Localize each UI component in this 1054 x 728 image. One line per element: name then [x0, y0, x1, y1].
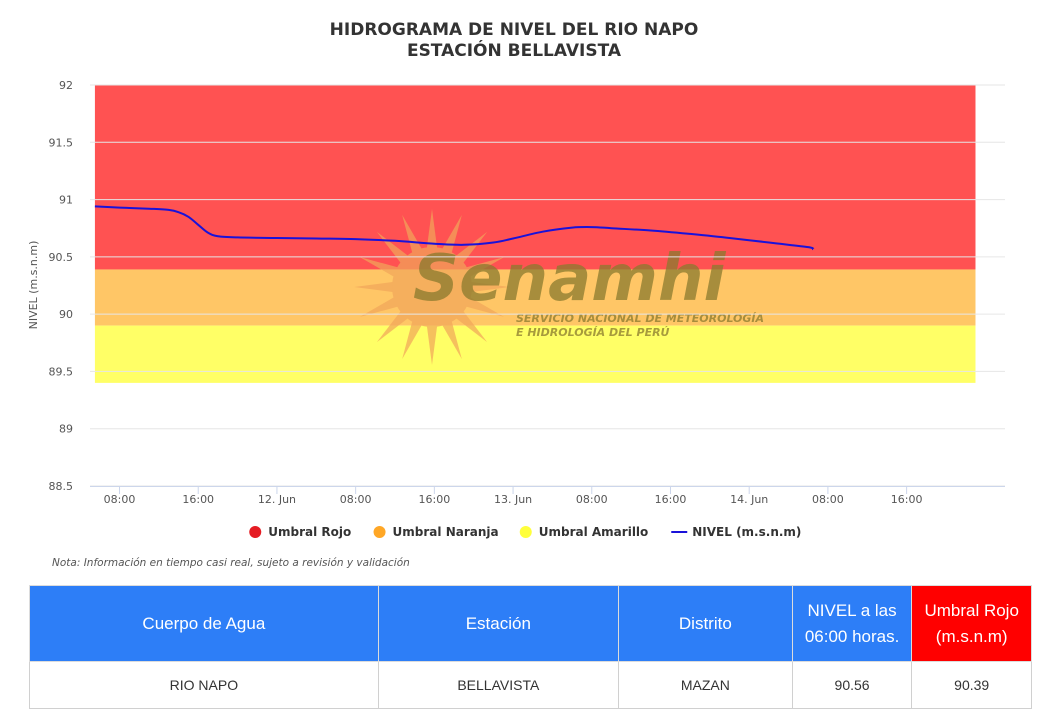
nivel-series-line	[94, 205, 815, 251]
y-axis-ticks: 88.5 89 89.5 90 90.5 91 91.5 92	[49, 79, 74, 493]
legend-label: Umbral Amarillo	[539, 525, 649, 539]
x-tick-label: 12. Jun	[258, 493, 296, 506]
band-umbral-naranja	[94, 269, 976, 326]
chart-title-line-1: HIDROGRAMA DE NIVEL DEL RIO NAPO	[330, 20, 699, 40]
sun-ray	[426, 209, 438, 250]
hydrograph-chart: HIDROGRAMA DE NIVEL DEL RIO NAPO ESTACIÓ…	[27, 20, 1005, 569]
y-tick-label: 88.5	[49, 480, 74, 493]
y-tick-label: 90.5	[49, 251, 74, 264]
station-info-table: Cuerpo de Agua Estación Distrito NIVEL a…	[29, 585, 1032, 709]
sun-ray	[454, 309, 488, 343]
legend-label: NIVEL (m.s.n.m)	[692, 525, 801, 539]
sun-ray	[469, 281, 510, 293]
legend-marker-icon	[519, 526, 532, 538]
y-tick-label: 92	[59, 79, 73, 92]
sun-ray	[402, 319, 423, 360]
sun-ray	[464, 257, 505, 278]
band-umbral-rojo	[94, 85, 976, 270]
sun-ray	[359, 296, 400, 317]
watermark-line-1: SERVICIO NACIONAL DE METEOROLOGÍA	[516, 312, 764, 325]
sun-ray	[376, 309, 410, 343]
y-tick-label: 91.5	[49, 136, 74, 149]
watermark-brand: Senamhi	[413, 242, 727, 316]
grid-lines	[90, 84, 1005, 487]
legend-item-umbral-amarillo[interactable]: Umbral Amarillo	[519, 525, 649, 539]
sun-core	[392, 247, 472, 327]
y-tick-label: 91	[59, 194, 73, 207]
x-tick-label: 08:00	[812, 493, 844, 506]
x-tick-label: 16:00	[655, 493, 687, 506]
legend-item-nivel-m-s-n-m[interactable]: NIVEL (m.s.n.m)	[671, 525, 801, 539]
header-umbral-rojo: Umbral Rojo (m.s.n.m)	[911, 585, 1032, 662]
sun-ray	[464, 296, 505, 317]
sun-ray	[359, 257, 400, 278]
x-axis-ticks: 08:00 16:00 12. Jun 08:00 16:00 13. Jun 08:00 1…	[104, 486, 923, 506]
cell-nivel: 90.56	[791, 661, 913, 709]
legend-item-umbral-naranja[interactable]: Umbral Naranja	[373, 525, 499, 539]
legend-label: Umbral Naranja	[393, 525, 499, 539]
threshold-bands	[94, 85, 976, 383]
y-axis-label: NIVEL (m.s.n.m)	[27, 241, 40, 330]
x-tick-label: 08:00	[104, 493, 136, 506]
cell-cuerpo-de-agua: RIO NAPO	[29, 661, 379, 709]
table-header-row: Cuerpo de Agua Estación Distrito NIVEL a…	[29, 585, 1032, 662]
watermark-line-2: E HIDROLOGÍA DEL PERÚ	[516, 326, 670, 339]
x-tick-label: 16:00	[891, 493, 923, 506]
y-tick-label: 89	[59, 423, 73, 436]
header-cuerpo-de-agua: Cuerpo de Agua	[29, 585, 379, 662]
legend-marker-icon	[249, 526, 262, 538]
chart-legend[interactable]: Umbral Rojo Umbral Naranja Umbral Amarillo…	[249, 525, 801, 539]
x-tick-label: 08:00	[340, 493, 372, 506]
x-tick-label: 16:00	[419, 493, 451, 506]
series-layer	[94, 205, 815, 251]
chart-title-line-2: ESTACIÓN BELLAVISTA	[407, 39, 622, 61]
cell-distrito: MAZAN	[617, 661, 793, 709]
header-estacion: Estación	[377, 585, 619, 662]
legend-marker-icon	[373, 526, 386, 538]
table-row: RIO NAPO BELLAVISTA MAZAN 90.56 90.39	[29, 661, 1032, 709]
chart-title: HIDROGRAMA DE NIVEL DEL RIO NAPO ESTACIÓ…	[330, 20, 699, 61]
sun-ray	[441, 319, 462, 360]
cell-umbral-rojo: 90.39	[911, 661, 1032, 709]
y-tick-label: 90	[59, 308, 73, 321]
sun-ray	[354, 281, 395, 293]
cell-estacion: BELLAVISTA	[377, 661, 619, 709]
chart-note: Nota: Información en tiempo casi real, s…	[52, 557, 410, 569]
x-tick-label: 08:00	[576, 493, 608, 506]
sun-ray	[426, 324, 438, 365]
sun-ray	[402, 214, 423, 255]
x-tick-label: 16:00	[182, 493, 214, 506]
header-nivel: NIVEL a las 06:00 horas.	[791, 585, 913, 662]
band-umbral-amarillo	[94, 325, 976, 383]
sun-ray	[454, 231, 488, 265]
legend-label: Umbral Rojo	[268, 525, 351, 539]
header-distrito: Distrito	[617, 585, 793, 662]
x-tick-label: 14. Jun	[730, 493, 768, 506]
legend-item-umbral-rojo[interactable]: Umbral Rojo	[249, 525, 351, 539]
x-tick-label: 13. Jun	[494, 493, 532, 506]
y-tick-label: 89.5	[49, 365, 74, 378]
